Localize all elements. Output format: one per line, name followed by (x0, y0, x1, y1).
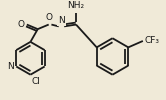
Text: O: O (17, 20, 24, 29)
Text: CF₃: CF₃ (145, 36, 160, 46)
Text: N: N (58, 16, 65, 26)
Text: Cl: Cl (31, 77, 40, 86)
Text: N: N (7, 62, 13, 71)
Text: O: O (45, 13, 52, 22)
Text: NH₂: NH₂ (67, 1, 85, 10)
